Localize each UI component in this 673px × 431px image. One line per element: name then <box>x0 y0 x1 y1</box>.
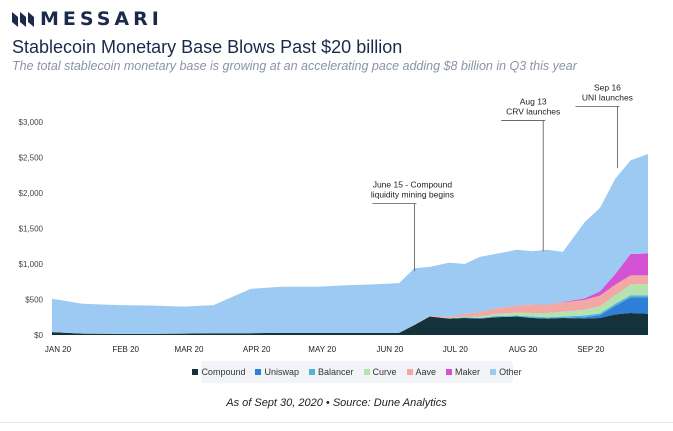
area-other <box>52 153 648 334</box>
y-tick-label: $1,500 <box>19 225 44 234</box>
annotation-label: UNI launches <box>582 92 633 102</box>
x-tick-label: SEP 20 <box>577 345 605 354</box>
x-tick-label: JUN 20 <box>376 345 403 354</box>
y-tick-label: $500 <box>25 296 43 305</box>
x-tick-label: JUL 20 <box>443 345 469 354</box>
legend-label: Aave <box>415 367 437 377</box>
x-tick-label: MAR 20 <box>175 345 204 354</box>
annotation-label: liquidity mining begins <box>371 190 454 200</box>
x-tick-label: APR 20 <box>243 345 271 354</box>
y-axis-ticks: $0 $500 $1,000 $1,500 $2,000 $2,500 $3,000 <box>19 118 44 340</box>
legend-swatch <box>192 369 199 375</box>
x-tick-label: AUG 20 <box>509 345 538 354</box>
divider <box>0 422 673 423</box>
legend-swatch <box>255 369 262 375</box>
annotation-label: June 15 - Compound <box>373 180 453 190</box>
legend-item-maker: Maker <box>446 367 480 377</box>
legend-item-uniswap: Uniswap <box>255 367 299 377</box>
y-tick-label: $0 <box>34 331 43 340</box>
x-tick-label: FEB 20 <box>112 345 139 354</box>
brand-logo: MESSARI <box>12 8 163 30</box>
legend-label: Other <box>499 367 522 377</box>
y-tick-label: $1,000 <box>19 260 44 269</box>
legend-item-compound: Compound <box>192 367 245 377</box>
legend-item-curve: Curve <box>363 367 397 377</box>
legend-item-balancer: Balancer <box>308 367 354 377</box>
x-axis-ticks: JAN 20 FEB 20 MAR 20 APR 20 MAY 20 JUN 20 JUL … <box>45 345 605 354</box>
y-tick-label: $2,000 <box>19 189 44 198</box>
legend-swatch <box>446 369 453 375</box>
legend-swatch <box>363 369 370 375</box>
legend-item-aave: Aave <box>406 367 437 377</box>
area-compound <box>52 312 648 335</box>
legend-label: Maker <box>455 367 481 377</box>
brand-name: MESSARI <box>40 8 163 30</box>
series-areas <box>52 153 648 335</box>
legend-label: Curve <box>372 367 397 377</box>
y-tick-label: $2,500 <box>19 154 44 163</box>
legend-label: Compound <box>201 367 246 377</box>
y-tick-label: $3,000 <box>19 118 44 127</box>
legend-label: Balancer <box>317 367 354 377</box>
annotation-label: Sep 16 <box>594 82 621 92</box>
legend-swatch <box>308 369 315 375</box>
annotation-label: CRV launches <box>506 107 560 117</box>
chart-legend: Compound Uniswap Balancer Curve Aave Maker Oth… <box>192 361 522 383</box>
source-note: As of Sept 30, 2020 • Source: Dune Analy… <box>226 397 447 409</box>
legend-item-other: Other <box>490 367 522 377</box>
x-tick-label: MAY 20 <box>308 345 336 354</box>
annotation-label: Aug 13 <box>520 97 547 107</box>
legend-swatch <box>490 369 497 375</box>
messari-logo-icon <box>12 12 34 27</box>
legend-swatch <box>406 369 413 375</box>
chart-title: Stablecoin Monetary Base Blows Past $20 … <box>12 37 403 57</box>
legend-label: Uniswap <box>264 367 299 377</box>
chart-subtitle: The total stablecoin monetary base is gr… <box>12 59 577 73</box>
x-tick-label: JAN 20 <box>45 345 72 354</box>
